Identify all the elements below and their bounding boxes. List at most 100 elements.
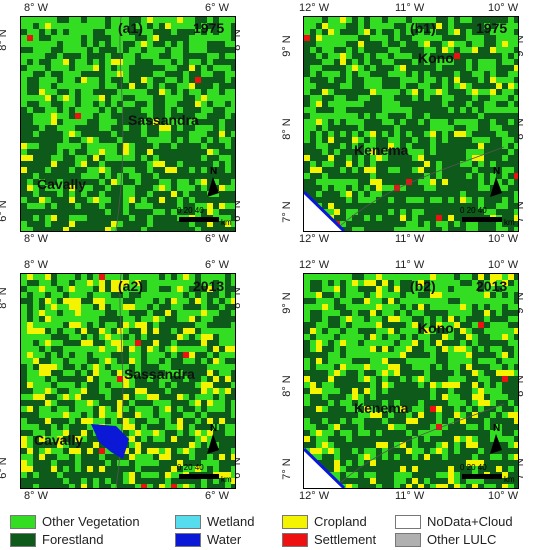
land-cover-raster: N 0 20 40 km (21, 17, 235, 231)
legend-item-other-vegetation: Other Vegetation (10, 514, 140, 529)
legend-swatch (175, 532, 201, 547)
legend-swatch (282, 532, 308, 547)
top-tick: 12° W (299, 2, 330, 14)
map-a1: N 0 20 40 km (20, 16, 236, 232)
boundary-line (115, 17, 124, 231)
scale-unit: km (221, 475, 232, 484)
left-tick: 8° N (0, 287, 9, 309)
north-arrow-icon (490, 434, 502, 454)
place-kono: Kono (418, 50, 454, 66)
top-tick: 6° W (205, 259, 229, 271)
legend-item-water: Water (175, 532, 241, 547)
scale-values: 0 20 40 (177, 463, 204, 472)
top-tick: 8° W (24, 2, 48, 14)
legend: Other Vegetation Forestland Wetland Wate… (10, 510, 530, 550)
land-cover-raster: N 0 20 40 km (304, 17, 518, 231)
land-cover-raster: N 0 20 40 km (21, 274, 235, 488)
scale-bar (179, 474, 219, 479)
legend-item-nodata-cloud: NoData+Cloud (395, 514, 513, 529)
place-kenema: Kenema (354, 142, 409, 158)
left-tick: 6° N (0, 200, 9, 222)
place-kono: Kono (418, 320, 454, 336)
panel-year: 2013 (476, 278, 508, 294)
north-label: N (210, 423, 217, 434)
panel-year: 1975 (193, 20, 225, 36)
legend-label: Water (207, 532, 242, 547)
top-tick: 11° W (395, 2, 425, 14)
legend-item-cropland: Cropland (282, 514, 367, 529)
bottom-tick: 12° W (299, 490, 330, 502)
bottom-tick: 12° W (299, 233, 330, 245)
north-arrow-icon (207, 177, 219, 197)
place-sassandra: Sassandra (124, 366, 195, 382)
scale-bar (462, 474, 502, 479)
place-sassandra: Sassandra (128, 112, 199, 128)
scale-bar (462, 217, 502, 222)
legend-swatch (10, 532, 36, 547)
land-cover-raster: N 0 20 40 km (304, 274, 518, 488)
left-tick: 8° N (0, 29, 9, 51)
scale-unit: km (504, 475, 515, 484)
legend-swatch (395, 532, 421, 547)
place-kenema: Kenema (354, 400, 409, 416)
scale-unit: km (221, 218, 232, 227)
top-tick: 12° W (299, 259, 330, 271)
boundary-line (333, 146, 505, 231)
boundary-line (333, 403, 505, 488)
north-label: N (210, 166, 217, 177)
scale-values: 0 20 40 (177, 206, 204, 215)
bottom-tick: 6° W (205, 233, 229, 245)
place-cavally: Cavally (37, 176, 87, 192)
left-tick: 8° N (280, 375, 293, 397)
top-tick: 10° W (488, 259, 519, 271)
legend-item-other-lulc: Other LULC (395, 532, 496, 547)
panel-label: (a2) (118, 278, 143, 294)
left-tick: 7° N (280, 458, 293, 480)
panel-label: (b2) (410, 278, 436, 294)
scale-values: 0 20 40 (460, 206, 487, 215)
legend-swatch (395, 514, 421, 529)
north-label: N (493, 423, 500, 434)
left-tick: 9° N (280, 35, 293, 57)
reservoir-water (91, 424, 129, 459)
bottom-tick: 6° W (205, 490, 229, 502)
top-tick: 10° W (488, 2, 519, 14)
legend-swatch (282, 514, 308, 529)
legend-item-wetland: Wetland (175, 514, 254, 529)
scale-unit: km (504, 218, 515, 227)
panel-label: (a1) (118, 20, 143, 36)
legend-label: Forestland (42, 532, 104, 547)
bottom-tick: 10° W (488, 490, 519, 502)
left-tick: 8° N (280, 118, 293, 140)
legend-label: Other Vegetation (42, 514, 140, 529)
legend-swatch (175, 514, 201, 529)
bottom-tick: 8° W (24, 490, 48, 502)
north-arrow-icon (490, 177, 502, 197)
top-tick: 11° W (395, 259, 425, 271)
legend-label: Other LULC (427, 532, 497, 547)
scale-values: 0 20 40 (460, 463, 487, 472)
legend-item-settlement: Settlement (282, 532, 376, 547)
coastline (304, 190, 346, 231)
legend-item-forestland: Forestland (10, 532, 103, 547)
legend-label: NoData+Cloud (427, 514, 513, 529)
bottom-tick: 11° W (395, 490, 425, 502)
map-b2: N 0 20 40 km (303, 273, 519, 489)
legend-label: Settlement (314, 532, 377, 547)
left-tick: 7° N (280, 201, 293, 223)
bottom-tick: 11° W (395, 233, 425, 245)
legend-label: Wetland (207, 514, 255, 529)
bottom-tick: 8° W (24, 233, 48, 245)
panel-year: 1975 (476, 20, 508, 36)
panel-label: (b1) (410, 20, 436, 36)
legend-swatch (10, 514, 36, 529)
left-tick: 9° N (280, 292, 293, 314)
left-tick: 6° N (0, 457, 9, 479)
north-arrow-icon (207, 434, 219, 454)
top-tick: 8° W (24, 259, 48, 271)
bottom-tick: 10° W (488, 233, 519, 245)
north-label: N (493, 166, 500, 177)
coastline (304, 447, 346, 488)
map-a2: N 0 20 40 km (20, 273, 236, 489)
panel-year: 2013 (193, 278, 225, 294)
